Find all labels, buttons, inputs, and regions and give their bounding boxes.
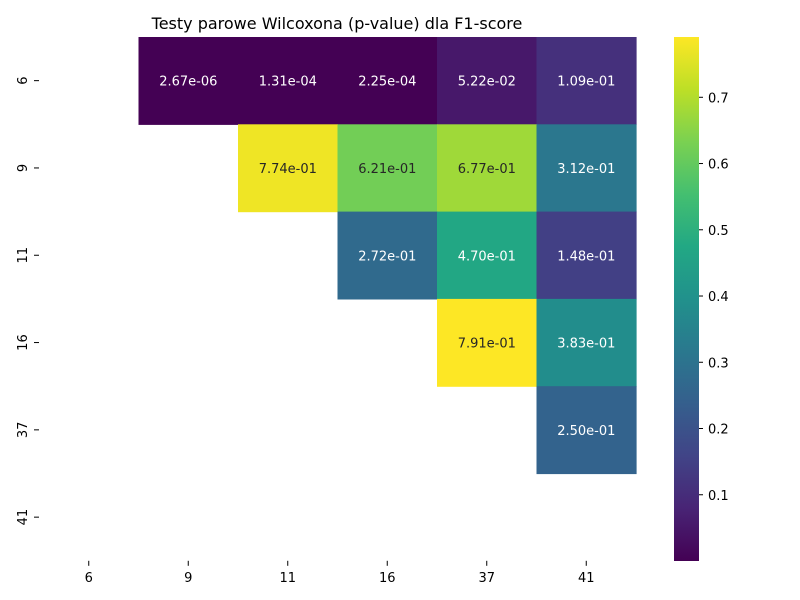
x-axis: 6 9 11 16 37 41 — [85, 560, 595, 586]
x-tick-label: 16 — [379, 571, 396, 586]
cell-value-label: 4.70e-01 — [458, 249, 516, 264]
colorbar-tick-label: 0.4 — [708, 290, 729, 305]
x-tick-label: 41 — [578, 571, 595, 586]
cell-value-label: 2.72e-01 — [358, 249, 416, 264]
x-tick-label: 11 — [279, 571, 296, 586]
cell-value-label: 3.12e-01 — [557, 162, 615, 177]
y-tick-label: 9 — [16, 164, 31, 172]
cell-value-label: 3.83e-01 — [557, 337, 615, 352]
colorbar-tick-label: 0.1 — [708, 489, 729, 504]
cell-value-label: 2.50e-01 — [557, 424, 615, 439]
cell-value-label: 1.31e-04 — [259, 75, 317, 90]
colorbar-tick-label: 0.7 — [708, 91, 729, 106]
colorbar: 0.1 0.2 0.3 0.4 0.5 0.6 0.7 — [674, 37, 729, 561]
y-tick-label: 16 — [16, 334, 31, 351]
heatmap-cell — [337, 124, 438, 213]
cell-value-label: 2.67e-06 — [159, 75, 217, 90]
heatmap-cell — [437, 37, 538, 125]
heatmap-cell — [238, 37, 339, 125]
heatmap-cell — [437, 211, 538, 300]
heatmap-cell — [138, 37, 239, 125]
colorbar-gradient — [674, 37, 699, 561]
colorbar-tick-label: 0.6 — [708, 158, 729, 173]
y-tick-label: 37 — [16, 422, 31, 439]
heatmap-cell — [536, 37, 637, 125]
colorbar-tick-label: 0.3 — [708, 356, 729, 371]
heatmap-cell — [536, 124, 637, 213]
heatmap-cell — [337, 211, 438, 300]
y-axis: 6 9 11 16 37 41 — [16, 77, 39, 526]
y-tick-label: 41 — [16, 509, 31, 526]
heatmap-cell — [238, 124, 339, 213]
colorbar-tick-label: 0.2 — [708, 423, 729, 438]
cell-value-label: 6.77e-01 — [458, 162, 516, 177]
heatmap-cell — [437, 124, 538, 213]
x-tick-label: 37 — [478, 571, 495, 586]
colorbar-tick-label: 0.5 — [708, 224, 729, 239]
y-tick-label: 11 — [16, 247, 31, 264]
cell-value-label: 7.91e-01 — [458, 337, 516, 352]
heatmap-cell — [337, 37, 438, 125]
heatmap-cell — [536, 211, 637, 300]
heatmap-cells: 2.67e-06 1.31e-04 2.25e-04 5.22e-02 1.09e-01… — [138, 37, 637, 475]
x-tick-label: 6 — [85, 571, 93, 586]
heatmap-cell — [437, 298, 538, 387]
chart-title: Testy parowe Wilcoxona (p-value) dla F1-… — [151, 14, 523, 33]
heatmap-cell — [536, 298, 637, 387]
cell-value-label: 1.48e-01 — [557, 249, 615, 264]
heatmap-cell — [536, 386, 637, 475]
x-tick-label: 9 — [184, 571, 192, 586]
y-tick-label: 6 — [16, 77, 31, 85]
cell-value-label: 6.21e-01 — [358, 162, 416, 177]
cell-value-label: 5.22e-02 — [458, 75, 516, 90]
cell-value-label: 1.09e-01 — [557, 75, 615, 90]
cell-value-label: 2.25e-04 — [358, 75, 416, 90]
cell-value-label: 7.74e-01 — [259, 162, 317, 177]
